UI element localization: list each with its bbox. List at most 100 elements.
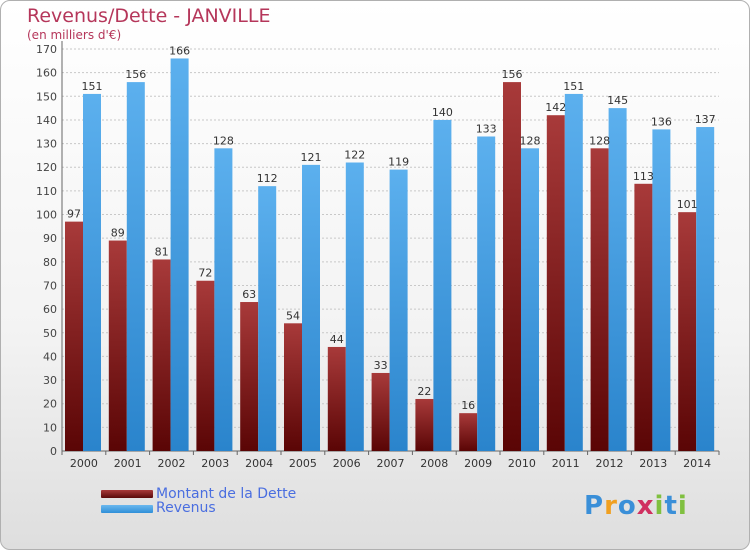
bar-revenus-2002 — [170, 58, 189, 451]
x-tick-label-2007: 2007 — [377, 457, 405, 470]
data-label-revenus-2001: 156 — [125, 68, 146, 81]
logo-letter: i — [654, 491, 665, 521]
data-label-dette-2014: 101 — [677, 198, 698, 211]
x-tick-label-2006: 2006 — [333, 457, 361, 470]
y-tick-label: 40 — [43, 350, 57, 363]
data-label-revenus-2004: 112 — [257, 172, 278, 185]
bars — [65, 58, 715, 452]
y-tick-label: 60 — [43, 303, 57, 316]
y-tick-label: 140 — [36, 114, 57, 127]
data-label-dette-2009: 16 — [461, 399, 475, 412]
data-label-dette-2001: 89 — [111, 227, 125, 240]
bar-dette-2005 — [284, 323, 302, 451]
bar-dette-2014 — [678, 212, 697, 451]
y-tick-label: 0 — [50, 445, 57, 458]
data-label-dette-2005: 54 — [286, 309, 300, 322]
data-label-revenus-2011: 151 — [563, 80, 584, 93]
x-tick-label-2003: 2003 — [201, 457, 229, 470]
data-label-dette-2003: 72 — [198, 267, 212, 280]
logo-letter: t — [664, 491, 678, 521]
x-tick-label-2001: 2001 — [114, 457, 142, 470]
data-label-dette-2011: 142 — [545, 101, 566, 114]
data-label-dette-2007: 33 — [374, 359, 388, 372]
legend-swatch-dette — [101, 490, 153, 498]
bar-dette-2002 — [152, 259, 171, 451]
bar-revenus-2012 — [608, 108, 627, 451]
data-label-revenus-2003: 128 — [213, 134, 234, 147]
x-tick-label-2012: 2012 — [596, 457, 624, 470]
data-label-dette-2002: 81 — [155, 245, 169, 258]
bar-dette-2011 — [546, 115, 565, 451]
data-label-revenus-2009: 133 — [476, 122, 497, 135]
y-tick-label: 100 — [36, 209, 57, 222]
y-tick-label: 80 — [43, 256, 57, 269]
bar-dette-2003 — [196, 280, 215, 451]
y-tick-label: 110 — [36, 185, 57, 198]
data-label-revenus-2000: 151 — [82, 80, 103, 93]
data-label-revenus-2010: 128 — [520, 134, 541, 147]
data-label-revenus-2005: 121 — [301, 151, 322, 164]
data-label-dette-2010: 156 — [502, 68, 523, 81]
bar-dette-2001 — [108, 240, 127, 451]
bar-revenus-2005 — [302, 164, 320, 451]
y-tick-label: 120 — [36, 161, 57, 174]
y-tick-label: 10 — [43, 421, 57, 434]
bar-revenus-2013 — [652, 129, 671, 451]
y-tick-label: 150 — [36, 90, 57, 103]
legend-swatch-revenus — [101, 505, 153, 513]
bar-revenus-2003 — [214, 148, 233, 452]
y-tick-label: 20 — [43, 398, 57, 411]
x-tick-label-2013: 2013 — [639, 457, 667, 470]
bar-dette-2013 — [634, 183, 653, 451]
x-tick-label-2002: 2002 — [158, 457, 186, 470]
legend-label-revenus: Revenus — [156, 500, 216, 516]
bar-dette-2004 — [240, 302, 259, 451]
x-tick-label-2005: 2005 — [289, 457, 317, 470]
data-label-revenus-2006: 122 — [344, 149, 365, 162]
bar-revenus-2007 — [389, 169, 408, 451]
x-tick-label-2009: 2009 — [464, 457, 492, 470]
proxiti-logo: Proxiti — [584, 491, 688, 521]
data-label-revenus-2014: 137 — [695, 113, 716, 126]
logo-letter: x — [636, 491, 655, 521]
bar-revenus-2004 — [258, 186, 277, 451]
y-tick-label: 90 — [43, 232, 57, 245]
y-tick-label: 170 — [36, 43, 57, 56]
data-labels: 97 151 89 156 81 166 72 128 63 112 54 121 44 122 33 119… — [67, 44, 716, 412]
x-tick-label-2011: 2011 — [552, 457, 580, 470]
x-tick-label-2010: 2010 — [508, 457, 536, 470]
x-tick-label-2014: 2014 — [683, 457, 711, 470]
chart-title: Revenus/Dette - JANVILLE — [27, 5, 271, 27]
x-tick-label-2008: 2008 — [420, 457, 448, 470]
x-tick-label-2000: 2000 — [70, 457, 98, 470]
bar-dette-2012 — [590, 148, 609, 452]
bar-revenus-2010 — [521, 148, 539, 452]
y-tick-label: 50 — [43, 327, 57, 340]
data-label-dette-2008: 22 — [417, 385, 431, 398]
data-label-dette-2013: 113 — [633, 170, 654, 183]
x-tick-label-2004: 2004 — [245, 457, 273, 470]
data-label-revenus-2008: 140 — [432, 106, 453, 119]
legend-label-dette: Montant de la Dette — [156, 486, 297, 502]
data-label-dette-2012: 128 — [589, 134, 610, 147]
data-label-dette-2006: 44 — [330, 333, 344, 346]
data-label-dette-2000: 97 — [67, 208, 81, 221]
bar-dette-2010 — [503, 82, 521, 451]
logo-letter: o — [617, 491, 637, 521]
data-label-revenus-2002: 166 — [169, 44, 190, 57]
logo-letter: i — [677, 491, 688, 521]
chart-subtitle: (en milliers d'€) — [27, 28, 122, 42]
y-tick-label: 70 — [43, 279, 57, 292]
bar-dette-2000 — [65, 221, 83, 451]
y-tick-label: 160 — [36, 67, 57, 80]
bar-revenus-2011 — [564, 93, 583, 451]
data-label-revenus-2007: 119 — [388, 156, 409, 169]
bar-revenus-2009 — [477, 136, 496, 451]
data-label-revenus-2012: 145 — [607, 94, 628, 107]
bar-revenus-2008 — [433, 119, 452, 452]
data-label-dette-2004: 63 — [242, 288, 256, 301]
bar-revenus-2001 — [126, 82, 145, 451]
bar-revenus-2000 — [83, 93, 101, 451]
